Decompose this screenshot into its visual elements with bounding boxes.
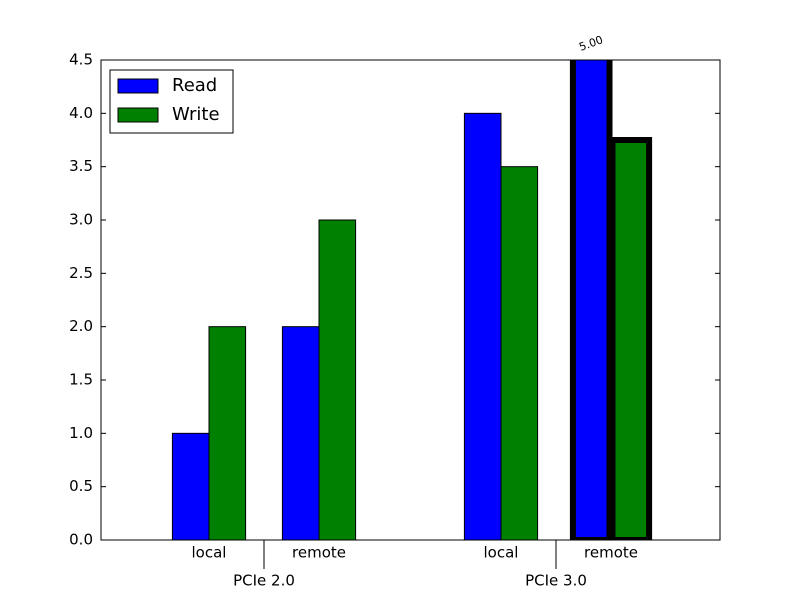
- x-tick-label: local: [484, 544, 519, 562]
- legend-swatch: [117, 107, 159, 123]
- y-tick-label: 4.5: [69, 51, 93, 69]
- bar: [208, 326, 247, 540]
- plot-frame: [100, 59, 721, 541]
- bar: [171, 432, 210, 540]
- x-tick-label: remote: [292, 544, 346, 562]
- bar: [569, 60, 613, 540]
- y-tick-label: 0.0: [69, 531, 93, 549]
- legend-label: Write: [172, 104, 220, 125]
- y-tick-label: 1.5: [69, 371, 93, 389]
- plot-bars: [171, 60, 653, 540]
- bar: [609, 137, 653, 540]
- legend-swatch: [117, 78, 159, 94]
- bar: [463, 112, 502, 540]
- y-tick-label: 0.5: [69, 477, 93, 495]
- bar: [500, 166, 539, 540]
- bar: [281, 326, 320, 540]
- y-tick-label: 2.5: [69, 264, 93, 282]
- group-label: PCIe 3.0: [525, 572, 587, 590]
- x-tick-label: local: [192, 544, 227, 562]
- y-tick-label: 4.0: [69, 104, 93, 122]
- y-tick-label: 3.0: [69, 211, 93, 229]
- y-tick-label: 3.5: [69, 157, 93, 175]
- legend-label: Read: [172, 75, 217, 96]
- x-tick-label: remote: [584, 544, 638, 562]
- bar: [318, 219, 357, 540]
- group-label: PCIe 2.0: [233, 572, 295, 590]
- y-tick-label: 1.0: [69, 424, 93, 442]
- y-tick-label: 2.0: [69, 317, 93, 335]
- value-label: 5.00: [577, 33, 604, 54]
